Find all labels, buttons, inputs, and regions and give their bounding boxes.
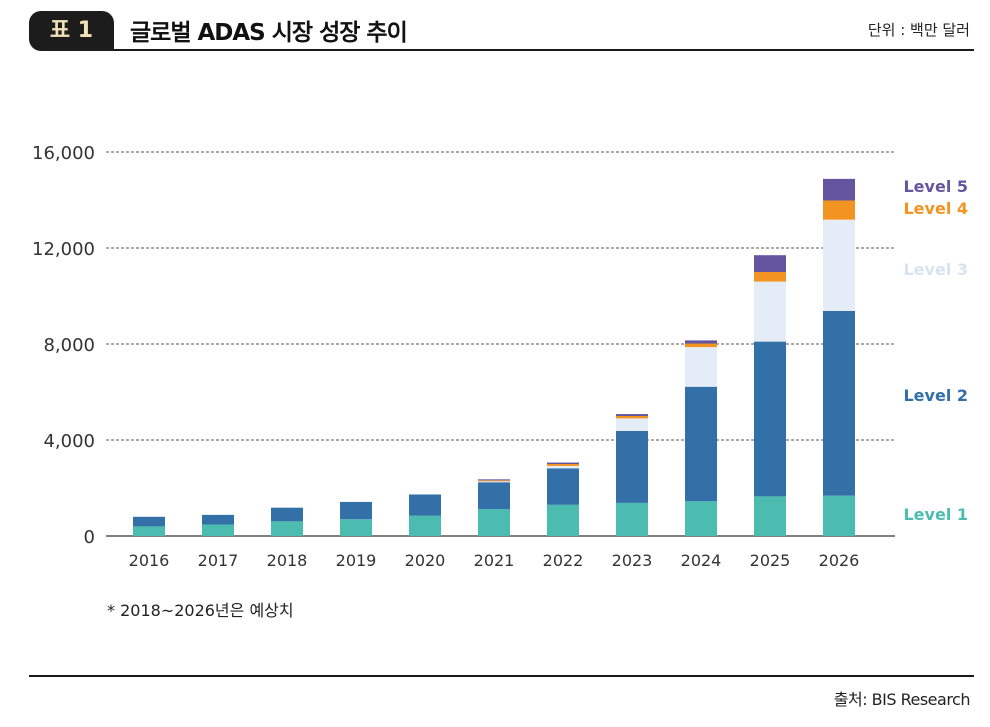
x-tick-label: 2024 — [681, 551, 722, 570]
bar-segment — [685, 386, 717, 502]
bar-segment — [823, 219, 855, 311]
legend-label: Level 3 — [903, 260, 968, 279]
legend-label: Level 4 — [903, 199, 968, 218]
bar-segment — [685, 501, 717, 536]
bar-segment — [547, 468, 579, 505]
bar-segment — [547, 465, 579, 469]
x-tick-label: 2018 — [267, 551, 308, 570]
bar-segment — [271, 507, 303, 522]
bar-segment — [478, 509, 510, 536]
bar-segment — [271, 521, 303, 536]
bar-segment — [616, 414, 648, 416]
x-tick-label: 2017 — [198, 551, 239, 570]
bar-segment — [823, 310, 855, 496]
chart-title: 글로벌 ADAS 시장 성장 추이 — [130, 20, 408, 46]
x-tick-label: 2016 — [129, 551, 170, 570]
x-tick-label: 2025 — [750, 551, 791, 570]
legend-label: Level 1 — [903, 505, 968, 524]
y-tick-label: 16,000 — [32, 143, 95, 164]
bar-segment — [685, 347, 717, 387]
bar-segment — [478, 482, 510, 510]
bar-segment — [616, 418, 648, 431]
y-tick-label: 8,000 — [43, 335, 95, 356]
bar-segment — [616, 502, 648, 536]
x-tick-label: 2023 — [612, 551, 653, 570]
bar-segment — [823, 495, 855, 536]
bar-segment — [478, 481, 510, 483]
bar-segment — [754, 272, 786, 282]
bar-segment — [823, 200, 855, 220]
bar-segment — [547, 464, 579, 466]
header-divider — [113, 49, 974, 51]
bar-segment — [616, 430, 648, 503]
bar-segment — [685, 340, 717, 344]
unit-label: 단위 : 백만 달러 — [867, 21, 970, 39]
bar-segment — [478, 479, 510, 481]
bar-segment — [547, 504, 579, 536]
bar-segment — [754, 341, 786, 497]
forecast-footnote: * 2018~2026년은 예상치 — [107, 601, 294, 620]
bar-segment — [409, 515, 441, 536]
legend-label: Level 2 — [903, 386, 968, 405]
bar-segment — [754, 255, 786, 272]
bar-segment — [133, 526, 165, 536]
x-tick-label: 2019 — [336, 551, 377, 570]
bar-segment — [133, 516, 165, 527]
table-number-badge: 표 1 — [29, 11, 114, 51]
y-tick-label: 4,000 — [43, 431, 95, 452]
bar-segment — [340, 519, 372, 536]
source-label: 출처: BIS Research — [833, 690, 971, 709]
bar-segment — [616, 416, 648, 419]
bar-segment — [823, 178, 855, 201]
x-tick-label: 2026 — [819, 551, 860, 570]
bar-segment — [202, 524, 234, 536]
bar-segment — [754, 281, 786, 342]
bar-segment — [547, 462, 579, 464]
y-tick-label: 0 — [84, 527, 95, 548]
y-tick-label: 12,000 — [32, 239, 95, 260]
bar-segment — [202, 514, 234, 525]
bar-segment — [478, 480, 510, 482]
bar-segment — [340, 501, 372, 520]
x-tick-label: 2021 — [474, 551, 515, 570]
footer-divider — [29, 675, 974, 677]
bar-segment — [685, 343, 717, 348]
x-tick-label: 2020 — [405, 551, 446, 570]
bar-segment — [754, 496, 786, 536]
bar-segment — [409, 494, 441, 516]
legend-label: Level 5 — [903, 177, 968, 196]
x-tick-label: 2022 — [543, 551, 584, 570]
